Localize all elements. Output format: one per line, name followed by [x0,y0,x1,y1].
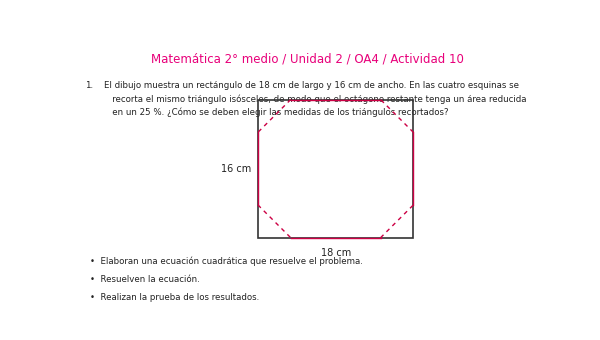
Text: Matemática 2° medio / Unidad 2 / OA4 / Actividad 10: Matemática 2° medio / Unidad 2 / OA4 / A… [151,53,464,66]
Text: •  Realizan la prueba de los resultados.: • Realizan la prueba de los resultados. [90,293,259,303]
Text: 1.: 1. [85,81,94,90]
Text: 16 cm: 16 cm [221,164,251,174]
Text: El dibujo muestra un rectángulo de 18 cm de largo y 16 cm de ancho. En las cuatr: El dibujo muestra un rectángulo de 18 cm… [104,81,526,117]
Bar [258,100,413,238]
Text: 18 cm: 18 cm [320,248,351,258]
Text: •  Resuelven la ecuación.: • Resuelven la ecuación. [90,275,200,284]
Text: •  Elaboran una ecuación cuadrática que resuelve el problema.: • Elaboran una ecuación cuadrática que r… [90,257,363,266]
